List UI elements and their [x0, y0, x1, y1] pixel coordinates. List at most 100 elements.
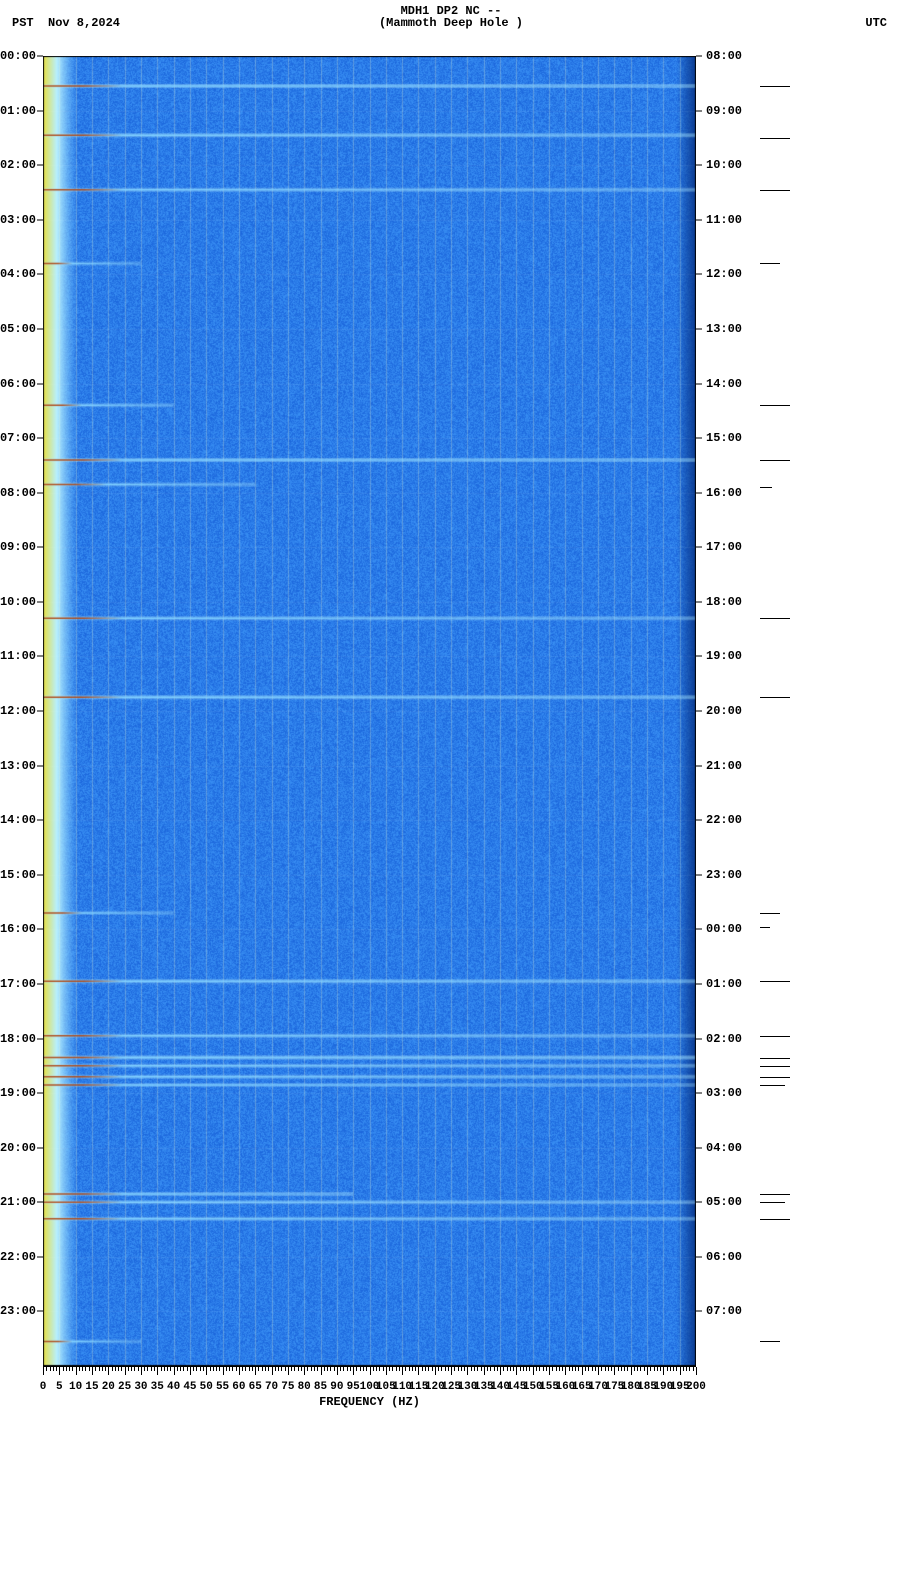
y-right-tick-label: 04:00 [706, 1141, 742, 1155]
y-right-tick-label: 21:00 [706, 759, 742, 773]
y-right-tick-label: 02:00 [706, 1032, 742, 1046]
y-right-tick-label: 20:00 [706, 704, 742, 718]
event-hash-mark [760, 1202, 785, 1203]
y-right-tick-label: 00:00 [706, 922, 742, 936]
event-hash-mark [760, 1066, 790, 1067]
x-tick-label: 25 [118, 1381, 131, 1393]
event-hash-mark [760, 138, 790, 139]
y-right-tick-label: 10:00 [706, 158, 742, 172]
timezone-right-label: UTC [865, 16, 887, 30]
x-tick-label: 65 [249, 1381, 262, 1393]
x-tick-label: 55 [216, 1381, 229, 1393]
y-right-tick-label: 09:00 [706, 104, 742, 118]
y-left-tick-label: 08:00 [0, 486, 36, 500]
event-hash-mark [760, 1077, 790, 1078]
y-axis-left-pst: 00:0001:0002:0003:0004:0005:0006:0007:00… [0, 56, 40, 1366]
y-right-tick-label: 01:00 [706, 977, 742, 991]
event-hash-marks [760, 56, 810, 1366]
y-right-tick-label: 08:00 [706, 49, 742, 63]
x-tick-label: 75 [281, 1381, 294, 1393]
y-left-tick-label: 14:00 [0, 813, 36, 827]
y-left-tick-label: 15:00 [0, 868, 36, 882]
y-left-tick-label: 06:00 [0, 377, 36, 391]
x-tick-label: 70 [265, 1381, 278, 1393]
x-tick-label: 45 [183, 1381, 196, 1393]
event-hash-mark [760, 1219, 790, 1220]
chart-header: PST Nov 8,2024 MDH1 DP2 NC -- (Mammoth D… [0, 0, 902, 30]
y-right-tick-label: 14:00 [706, 377, 742, 391]
y-left-tick-label: 13:00 [0, 759, 36, 773]
x-tick-label: 10 [69, 1381, 82, 1393]
y-right-tick-label: 05:00 [706, 1195, 742, 1209]
event-hash-mark [760, 263, 780, 264]
x-tick-label: 50 [200, 1381, 213, 1393]
x-axis-tickbar [43, 1366, 696, 1381]
x-tick-label: 35 [151, 1381, 164, 1393]
event-hash-mark [760, 1194, 790, 1195]
x-tick-label: 40 [167, 1381, 180, 1393]
x-axis-tick-labels: 0510152025303540455055606570758085909510… [43, 1381, 696, 1395]
y-left-tick-label: 10:00 [0, 595, 36, 609]
x-tick-label: 20 [102, 1381, 115, 1393]
y-right-tick-label: 18:00 [706, 595, 742, 609]
y-right-tick-label: 16:00 [706, 486, 742, 500]
x-tick-label: 15 [85, 1381, 98, 1393]
y-left-tick-label: 07:00 [0, 431, 36, 445]
event-hash-mark [760, 1341, 780, 1342]
x-tick-label: 95 [347, 1381, 360, 1393]
x-tick-label: 60 [232, 1381, 245, 1393]
x-tick-label: 0 [40, 1381, 47, 1393]
event-hash-mark [760, 487, 772, 488]
event-hash-mark [760, 697, 790, 698]
y-right-tick-label: 06:00 [706, 1250, 742, 1264]
y-right-tick-label: 17:00 [706, 540, 742, 554]
y-left-tick-label: 21:00 [0, 1195, 36, 1209]
x-tick-label: 5 [56, 1381, 63, 1393]
y-left-tick-label: 19:00 [0, 1086, 36, 1100]
event-hash-mark [760, 86, 790, 87]
x-tick-label: 200 [686, 1381, 706, 1393]
event-hash-mark [760, 405, 790, 406]
event-hash-mark [760, 913, 780, 914]
y-left-tick-label: 11:00 [0, 649, 36, 663]
x-tick-label: 85 [314, 1381, 327, 1393]
y-right-tick-label: 22:00 [706, 813, 742, 827]
y-right-tick-label: 03:00 [706, 1086, 742, 1100]
y-left-tick-label: 03:00 [0, 213, 36, 227]
x-axis-title: FREQUENCY (HZ) [43, 1395, 696, 1409]
event-hash-mark [760, 1058, 790, 1059]
x-tick-label: 30 [134, 1381, 147, 1393]
y-left-tick-label: 02:00 [0, 158, 36, 172]
event-hash-mark [760, 927, 770, 928]
y-left-tick-label: 23:00 [0, 1304, 36, 1318]
y-left-tick-label: 00:00 [0, 49, 36, 63]
y-right-tick-label: 19:00 [706, 649, 742, 663]
y-left-tick-label: 09:00 [0, 540, 36, 554]
event-hash-mark [760, 190, 790, 191]
y-left-tick-label: 17:00 [0, 977, 36, 991]
spectrogram-canvas [43, 56, 696, 1366]
y-right-tick-label: 13:00 [706, 322, 742, 336]
y-left-tick-label: 12:00 [0, 704, 36, 718]
y-left-tick-label: 16:00 [0, 922, 36, 936]
event-hash-mark [760, 1036, 790, 1037]
x-tick-label: 90 [330, 1381, 343, 1393]
y-right-tick-label: 07:00 [706, 1304, 742, 1318]
y-right-tick-label: 15:00 [706, 431, 742, 445]
event-hash-mark [760, 1085, 785, 1086]
station-title-line2: (Mammoth Deep Hole ) [0, 16, 902, 30]
y-left-tick-label: 22:00 [0, 1250, 36, 1264]
y-right-tick-label: 23:00 [706, 868, 742, 882]
y-left-tick-label: 01:00 [0, 104, 36, 118]
y-right-tick-label: 12:00 [706, 267, 742, 281]
event-hash-mark [760, 981, 790, 982]
y-right-tick-label: 11:00 [706, 213, 742, 227]
y-axis-right-utc: 08:0009:0010:0011:0012:0013:0014:0015:00… [696, 56, 756, 1366]
event-hash-mark [760, 618, 790, 619]
y-left-tick-label: 05:00 [0, 322, 36, 336]
y-left-tick-label: 20:00 [0, 1141, 36, 1155]
event-hash-mark [760, 460, 790, 461]
spectrogram-plot [43, 56, 696, 1366]
x-axis-frequency: 0510152025303540455055606570758085909510… [43, 1366, 696, 1409]
y-left-tick-label: 04:00 [0, 267, 36, 281]
